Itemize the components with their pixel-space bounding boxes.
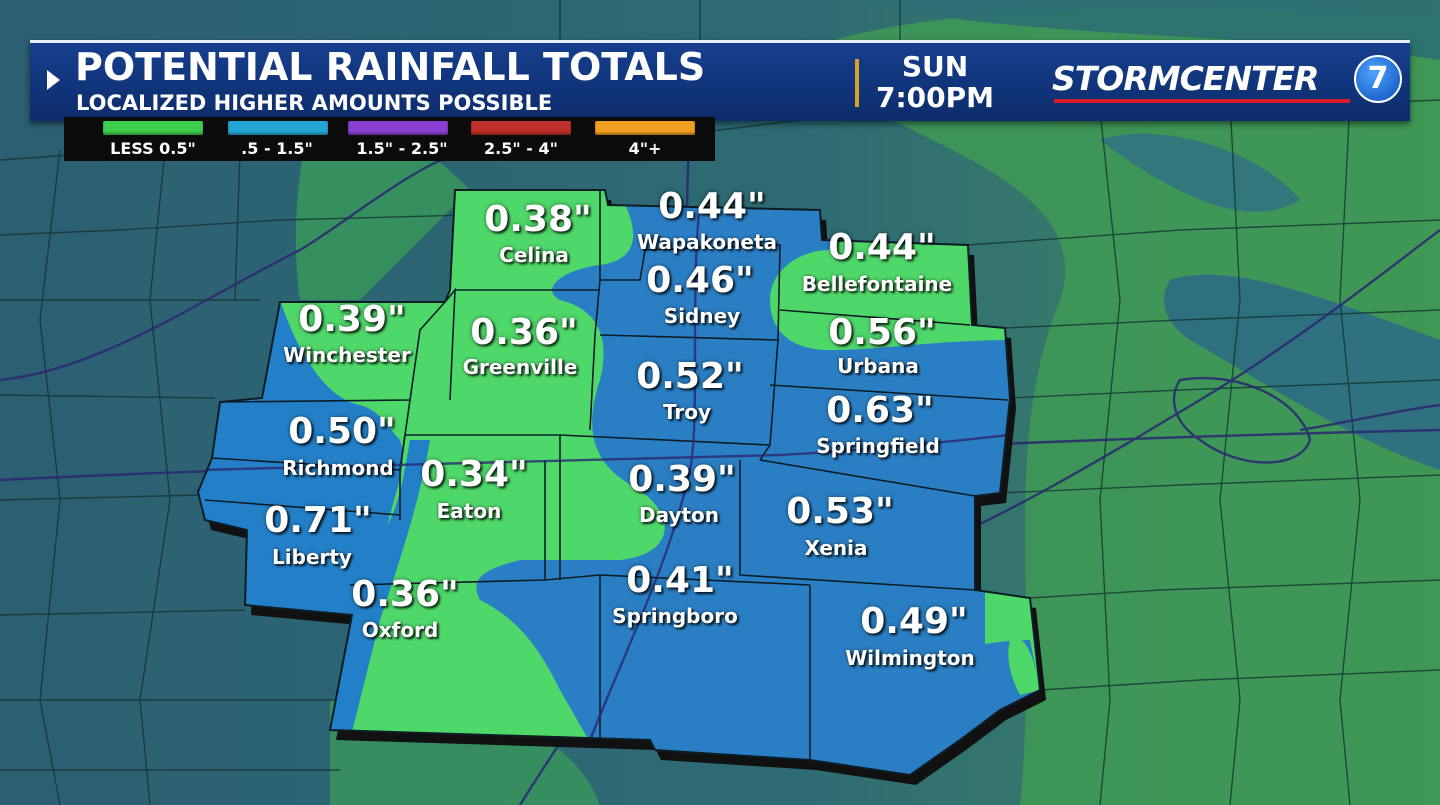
rainfall-value-greenville: 0.36": [470, 312, 578, 353]
stormcenter-logo: STORMCENTER 7: [1052, 55, 1402, 107]
rain-moderate-area-south: [900, 640, 1040, 720]
rain-light-patch-southeast: [1008, 638, 1040, 695]
city-label-springfield: Springfield: [816, 434, 940, 458]
city-label-oxford: Oxford: [361, 618, 439, 642]
city-label-wapakoneta: Wapakoneta: [636, 230, 778, 254]
region-outline: [196, 189, 1042, 777]
rainfall-value-wapakoneta: 0.44": [658, 186, 766, 227]
city-label-liberty: Liberty: [272, 545, 352, 569]
logo-channel-number: 7: [1354, 55, 1402, 103]
header-banner: POTENTIAL RAINFALL TOTALS LOCALIZED HIGH…: [30, 40, 1410, 121]
rainfall-value-celina: 0.38": [484, 199, 592, 240]
logo-underline: [1054, 99, 1350, 103]
legend-swatch-2-5-4: [471, 121, 571, 135]
city-label-eaton: Eaton: [436, 499, 502, 523]
blue-zone-east-band: [1164, 274, 1440, 470]
legend-label-4-plus: 4"+: [628, 139, 662, 158]
rainfall-value-eaton: 0.34": [420, 454, 528, 495]
rainfall-value-troy: 0.52": [636, 356, 744, 397]
rainfall-legend: LESS 0.5" .5 - 1.5" 1.5" - 2.5" 2.5" - 4…: [64, 117, 715, 161]
city-label-bellefontaine: Bellefontaine: [801, 272, 953, 296]
legend-label-0-5-1-5: .5 - 1.5": [241, 139, 313, 158]
rainfall-value-winchester: 0.39": [298, 299, 406, 340]
rainfall-value-dayton: 0.39": [628, 459, 736, 500]
legend-label-1-5-2-5: 1.5" - 2.5": [356, 139, 448, 158]
rainfall-value-xenia: 0.53": [786, 491, 894, 532]
city-label-troy: Troy: [662, 400, 712, 424]
rainfall-value-oxford: 0.36": [351, 574, 459, 615]
play-arrow-icon: [47, 70, 60, 90]
rainfall-value-sidney: 0.46": [646, 260, 754, 301]
legend-swatch-4-plus: [595, 121, 695, 135]
legend-swatch-1-5-2-5: [348, 121, 448, 135]
city-label-xenia: Xenia: [804, 536, 868, 560]
rain-moderate-band-southwest: [330, 440, 430, 740]
legend-swatch-0-5-1-5: [228, 121, 328, 135]
city-label-wilmington: Wilmington: [845, 646, 975, 670]
legend-label-less-0-5: LESS 0.5": [110, 139, 196, 158]
rainfall-value-urbana: 0.56": [828, 312, 936, 353]
green-zone-west: [295, 118, 470, 300]
rainfall-value-liberty: 0.71": [264, 500, 372, 541]
blue-zone-ne-band: [1100, 133, 1300, 212]
blue-zone-northeast: [860, 0, 1440, 60]
legend-swatch-less-0-5: [103, 121, 203, 135]
legend-label-2-5-4: 2.5" - 4": [484, 139, 558, 158]
logo-wordmark: STORMCENTER: [1052, 59, 1319, 98]
rain-moderate-area-east: [476, 195, 1020, 775]
city-label-greenville: Greenville: [462, 355, 578, 379]
city-label-springboro: Springboro: [612, 604, 738, 628]
forecast-time: 7:00PM: [875, 81, 995, 114]
rainfall-value-bellefontaine: 0.44": [828, 227, 936, 268]
rainfall-value-wilmington: 0.49": [860, 601, 968, 642]
rainfall-value-springboro: 0.41": [626, 560, 734, 601]
city-label-urbana: Urbana: [837, 354, 919, 378]
rainfall-value-springfield: 0.63": [826, 390, 934, 431]
city-label-celina: Celina: [499, 243, 569, 267]
forecast-day: SUN: [901, 50, 969, 83]
city-label-sidney: Sidney: [663, 304, 741, 328]
city-label-dayton: Dayton: [638, 503, 720, 527]
graphic-subtitle: LOCALIZED HIGHER AMOUNTS POSSIBLE: [76, 91, 553, 115]
graphic-title: POTENTIAL RAINFALL TOTALS: [75, 45, 706, 89]
region-highways: [199, 199, 1011, 741]
city-label-richmond: Richmond: [282, 456, 394, 480]
rainfall-value-richmond: 0.50": [288, 411, 396, 452]
accent-divider: [855, 59, 859, 107]
city-label-winchester: Winchester: [283, 343, 411, 367]
